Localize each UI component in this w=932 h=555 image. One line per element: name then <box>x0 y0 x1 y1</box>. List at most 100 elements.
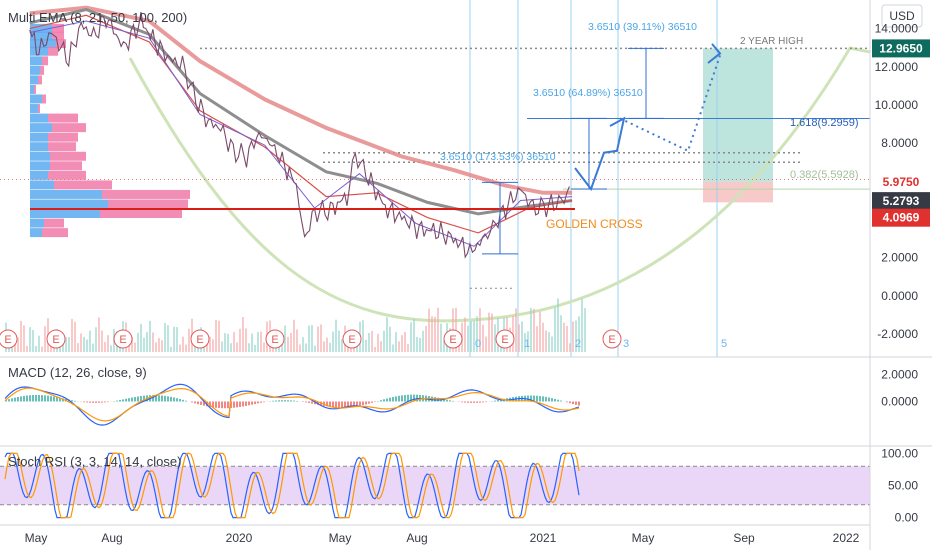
volume-bar <box>80 333 82 352</box>
macd-histogram-bar <box>197 402 199 405</box>
macd-histogram-bar <box>26 395 28 401</box>
macd-histogram-bar <box>308 402 310 404</box>
macd-histogram-bar <box>200 402 202 405</box>
volume-bar <box>491 314 493 352</box>
volume-profile-sell-bar <box>52 24 64 33</box>
macd-histogram-bar <box>332 402 334 408</box>
measure-mid-label: 3.6510 (64.89%) 36510 <box>533 87 643 99</box>
macd-histogram-bar <box>74 401 76 402</box>
volume-bar <box>329 343 331 352</box>
volume-bar <box>428 309 430 352</box>
y-tick-label: 0.0000 <box>881 289 918 303</box>
volume-bar <box>146 332 148 352</box>
volume-bar <box>101 331 103 352</box>
volume-bar <box>287 337 289 352</box>
macd-histogram-bar <box>296 401 298 402</box>
macd-histogram-bar <box>104 402 106 403</box>
x-tick-label: May <box>329 531 352 545</box>
macd-histogram-bar <box>224 402 226 409</box>
volume-bar <box>98 317 100 352</box>
volume-profile-buy-bar <box>30 104 38 113</box>
cycle-number: 5 <box>721 338 727 350</box>
volume-bar <box>470 321 472 352</box>
macd-histogram-bar <box>482 402 484 403</box>
volume-profile-sell-bar <box>44 219 64 228</box>
macd-histogram-bar <box>239 402 241 407</box>
macd-histogram-bar <box>341 402 343 408</box>
volume-bar <box>548 332 550 352</box>
macd-histogram-bar <box>257 402 259 404</box>
stop-zone <box>703 182 773 203</box>
volume-bar <box>239 329 241 352</box>
macd-histogram-bar <box>116 401 118 402</box>
macd-histogram-bar <box>560 401 562 402</box>
volume-profile-sell-bar <box>42 56 48 65</box>
fib-0382-label: 0.382(5.5928) <box>790 169 859 181</box>
macd-histogram-bar <box>470 402 472 403</box>
macd-y-tick-label: 0.0000 <box>881 395 918 409</box>
volume-profile-sell-bar <box>48 171 86 180</box>
volume-bar <box>110 345 112 352</box>
macd-histogram-bar <box>170 397 172 402</box>
volume-profile-buy-bar <box>30 152 50 161</box>
macd-histogram-bar <box>293 401 295 402</box>
volume-bar <box>149 321 151 352</box>
volume-bar <box>377 334 379 352</box>
volume-bar <box>515 308 517 352</box>
macd-histogram-bar <box>167 396 169 401</box>
macd-histogram-bar <box>539 396 541 401</box>
volume-bar <box>323 341 325 352</box>
volume-bar <box>410 322 412 352</box>
volume-profile-sell-bar <box>42 95 46 104</box>
volume-bar <box>311 325 313 352</box>
volume-bar <box>20 321 22 352</box>
volume-bar <box>341 339 343 352</box>
macd-histogram-bar <box>14 398 16 402</box>
volume-bar <box>215 320 217 352</box>
volume-bar <box>563 323 565 352</box>
macd-histogram-bar <box>554 399 556 402</box>
volume-bar <box>242 317 244 352</box>
volume-bar <box>260 332 262 352</box>
event-marker-letter: E <box>449 334 456 346</box>
volume-profile-buy-bar <box>30 142 48 151</box>
macd-histogram-bar <box>371 402 373 403</box>
volume-bar <box>92 344 94 352</box>
volume-bar <box>173 327 175 352</box>
volume-bar <box>569 343 571 352</box>
macd-histogram-bar <box>542 396 544 401</box>
volume-profile-buy-bar <box>30 161 50 170</box>
volume-profile-buy-bar <box>30 95 42 104</box>
volume-bar <box>482 325 484 352</box>
volume-bar <box>221 341 223 352</box>
volume-bar <box>86 339 88 352</box>
event-marker-letter: E <box>271 334 278 346</box>
macd-histogram-bar <box>29 395 31 401</box>
volume-bar <box>584 308 586 352</box>
volume-bar <box>332 332 334 352</box>
macd-histogram-bar <box>380 400 382 401</box>
macd-histogram-bar <box>335 402 337 408</box>
y-tick-label: 8.0000 <box>881 136 918 150</box>
macd-histogram-bar <box>233 402 235 408</box>
stoch-indicator-title: Stoch RSI (3, 3, 14, 14, close) <box>8 454 181 469</box>
volume-bar <box>185 345 187 352</box>
volume-profile-buy-bar <box>30 66 40 75</box>
volume-profile-buy-bar <box>30 133 48 142</box>
macd-histogram-bar <box>395 396 397 401</box>
volume-bar <box>425 326 427 352</box>
macd-histogram-bar <box>236 402 238 408</box>
cycle-number: 0 <box>475 338 481 350</box>
volume-bar <box>161 340 163 352</box>
volume-profile-sell-bar <box>38 104 40 113</box>
fib-1618-label: 1.618(9.2959) <box>790 117 859 129</box>
volume-bar <box>407 344 409 352</box>
volume-bar <box>545 330 547 352</box>
macd-histogram-bar <box>383 399 385 401</box>
macd-histogram-bar <box>23 396 25 402</box>
volume-bar <box>467 326 469 352</box>
volume-bar <box>134 343 136 352</box>
volume-profile-sell-bar <box>54 180 112 189</box>
macd-histogram-bar <box>479 402 481 403</box>
